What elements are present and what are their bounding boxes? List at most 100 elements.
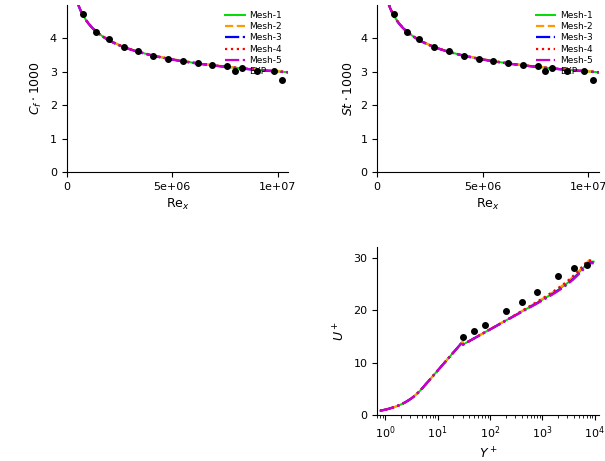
Mesh-5	[548, 65, 555, 71]
Mesh-1	[457, 52, 464, 58]
Mesh-3	[595, 70, 603, 75]
EXP	[390, 12, 397, 17]
EXP	[278, 77, 286, 83]
EXP	[549, 65, 556, 71]
Mesh-3	[285, 70, 292, 75]
Mesh-5	[488, 58, 495, 64]
EXP	[223, 64, 231, 69]
EXP	[120, 44, 127, 50]
Line: Mesh-1: Mesh-1	[67, 0, 289, 72]
Mesh-5	[146, 52, 153, 58]
EXP	[460, 53, 468, 59]
Mesh-5	[237, 65, 244, 71]
EXP	[105, 37, 113, 42]
Mesh-4	[164, 56, 171, 61]
Mesh-3	[458, 53, 465, 58]
Mesh-2	[474, 56, 482, 61]
Mesh-3	[163, 56, 171, 61]
Line: Mesh-2: Mesh-2	[378, 0, 599, 72]
Mesh-3	[278, 69, 286, 75]
EXP	[209, 63, 216, 68]
Mesh-5	[458, 53, 465, 58]
Mesh-2	[164, 56, 171, 61]
EXP	[80, 12, 87, 17]
Mesh-2	[279, 69, 286, 74]
Mesh-2	[238, 65, 245, 71]
Mesh-4	[589, 69, 597, 75]
Line: Mesh-4: Mesh-4	[67, 0, 289, 72]
Mesh-5	[457, 52, 464, 58]
EXP	[431, 44, 438, 50]
Mesh-5	[595, 70, 603, 75]
Mesh-4	[178, 58, 186, 64]
Mesh-1	[548, 65, 555, 71]
Legend: Mesh-1, Mesh-2, Mesh-3, Mesh-4, Mesh-5, EXP: Mesh-1, Mesh-2, Mesh-3, Mesh-4, Mesh-5, …	[223, 9, 284, 78]
Mesh-5	[285, 70, 292, 75]
EXP	[238, 65, 246, 71]
Line: Mesh-5: Mesh-5	[378, 0, 599, 72]
EXP	[253, 68, 260, 74]
Mesh-1	[146, 52, 153, 58]
Y-axis label: $St \cdot 1000$: $St \cdot 1000$	[342, 61, 355, 116]
EXP	[179, 58, 186, 63]
Mesh-3	[488, 59, 495, 64]
Mesh-4	[595, 70, 603, 75]
Mesh-3	[178, 59, 185, 64]
Mesh-4	[146, 52, 154, 58]
X-axis label: $Y^+$: $Y^+$	[479, 447, 497, 461]
Line: Mesh-3: Mesh-3	[378, 0, 599, 72]
Mesh-2	[285, 69, 292, 75]
EXP	[165, 56, 172, 62]
EXP	[93, 30, 100, 35]
Mesh-4	[489, 58, 496, 64]
Mesh-1	[163, 56, 171, 61]
Mesh-1	[589, 69, 596, 75]
Y-axis label: $C_f \cdot 1000$: $C_f \cdot 1000$	[29, 61, 44, 115]
Mesh-2	[457, 52, 465, 58]
Mesh-2	[595, 69, 603, 75]
Mesh-3	[237, 66, 244, 71]
Mesh-5	[589, 69, 596, 75]
Mesh-4	[474, 56, 482, 61]
Line: Mesh-2: Mesh-2	[67, 0, 289, 72]
Mesh-2	[589, 69, 597, 74]
Mesh-3	[474, 56, 482, 61]
Mesh-1	[148, 53, 155, 58]
Mesh-4	[459, 53, 466, 58]
EXP	[475, 56, 482, 62]
Mesh-3	[548, 66, 555, 71]
X-axis label: $\mathrm{Re}_x$: $\mathrm{Re}_x$	[476, 197, 500, 213]
Mesh-2	[489, 58, 496, 64]
Mesh-1	[458, 53, 465, 58]
Mesh-2	[146, 52, 154, 58]
Y-axis label: $U^+$: $U^+$	[332, 321, 348, 341]
Mesh-3	[589, 69, 596, 75]
EXP	[489, 58, 497, 63]
Line: EXP: EXP	[384, 0, 595, 83]
Line: Mesh-3: Mesh-3	[67, 0, 289, 72]
Mesh-1	[285, 70, 292, 75]
EXP	[589, 77, 597, 83]
EXP	[445, 48, 453, 53]
Mesh-1	[488, 58, 495, 64]
Mesh-5	[148, 53, 155, 58]
Mesh-4	[279, 69, 286, 75]
Mesh-4	[285, 70, 292, 75]
EXP	[403, 30, 410, 35]
EXP	[149, 53, 157, 59]
Mesh-4	[457, 52, 465, 58]
Line: EXP: EXP	[73, 0, 285, 83]
EXP	[194, 60, 201, 66]
Mesh-4	[148, 53, 155, 58]
EXP	[270, 68, 277, 74]
Mesh-5	[163, 56, 171, 61]
EXP	[505, 60, 512, 66]
Legend: Mesh-1, Mesh-2, Mesh-3, Mesh-4, Mesh-5, EXP: Mesh-1, Mesh-2, Mesh-3, Mesh-4, Mesh-5, …	[534, 9, 595, 78]
Mesh-2	[178, 58, 186, 64]
Mesh-3	[148, 53, 155, 58]
Mesh-1	[237, 65, 244, 71]
Mesh-1	[178, 58, 185, 64]
Mesh-2	[548, 65, 555, 71]
Mesh-1	[474, 56, 482, 61]
X-axis label: $\mathrm{Re}_x$: $\mathrm{Re}_x$	[166, 197, 189, 213]
